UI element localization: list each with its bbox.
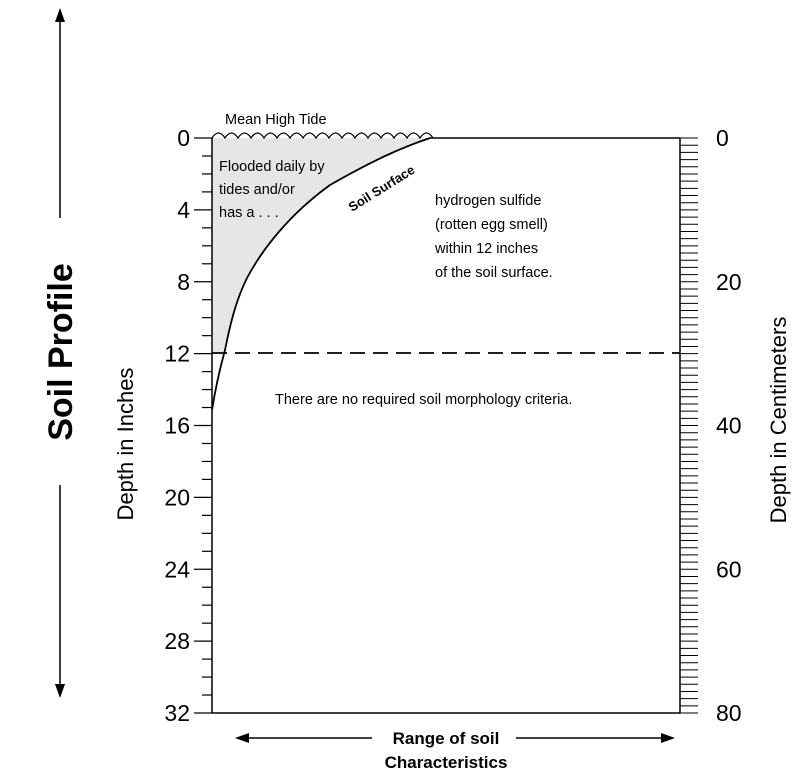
flooded-region: [212, 138, 430, 353]
left-tick-label: 16: [164, 413, 190, 439]
left-tick-label: 24: [164, 556, 190, 582]
soil-profile-title-group: Soil Profile: [42, 8, 80, 698]
range-label-line1: Range of soil: [393, 729, 500, 748]
left-tick-label: 12: [164, 341, 190, 367]
flooded-text-line3: has a . . .: [219, 205, 279, 221]
right-tick-label: 40: [716, 413, 742, 439]
right-tick-label: 80: [716, 700, 742, 726]
left-arrow-icon: [235, 733, 249, 743]
right-tick-label: 60: [716, 556, 742, 582]
right-tick-label: 20: [716, 269, 742, 295]
soil-surface-curve: [211, 137, 431, 411]
left-tick-label: 32: [164, 700, 190, 726]
left-tick-label: 0: [177, 125, 190, 151]
soil-profile-title: Soil Profile: [42, 263, 80, 441]
flooded-text-line2: tides and/or: [219, 182, 295, 198]
range-label-line2: Characteristics: [385, 753, 508, 772]
left-axis-label: Depth in Inches: [113, 368, 138, 521]
left-tick-label: 20: [164, 484, 190, 510]
mean-high-tide-label: Mean High Tide: [225, 112, 327, 128]
tide-wave-line: [211, 132, 434, 140]
no-criteria-label: There are no required soil morphology cr…: [275, 392, 572, 408]
left-tick-label: 4: [177, 197, 190, 223]
right-axis-ticks: 0 20 40 60 80: [680, 125, 742, 726]
down-arrow-icon: [55, 684, 65, 698]
right-tick-label: 0: [716, 125, 729, 151]
right-arrow-icon: [661, 733, 675, 743]
hydrogen-text-line3: within 12 inches: [434, 241, 538, 257]
left-axis-ticks: 0 4 8 12 16 20 24 28 32: [164, 125, 212, 726]
up-arrow-icon: [55, 8, 65, 22]
right-axis-label: Depth in Centimeters: [766, 317, 791, 524]
hydrogen-text-line1: hydrogen sulfide: [435, 193, 541, 209]
hydrogen-text-line4: of the soil surface.: [435, 265, 553, 281]
left-tick-label: 28: [164, 628, 190, 654]
left-tick-label: 8: [177, 269, 190, 295]
hydrogen-text-line2: (rotten egg smell): [435, 217, 548, 233]
flooded-text-line1: Flooded daily by: [219, 159, 325, 175]
